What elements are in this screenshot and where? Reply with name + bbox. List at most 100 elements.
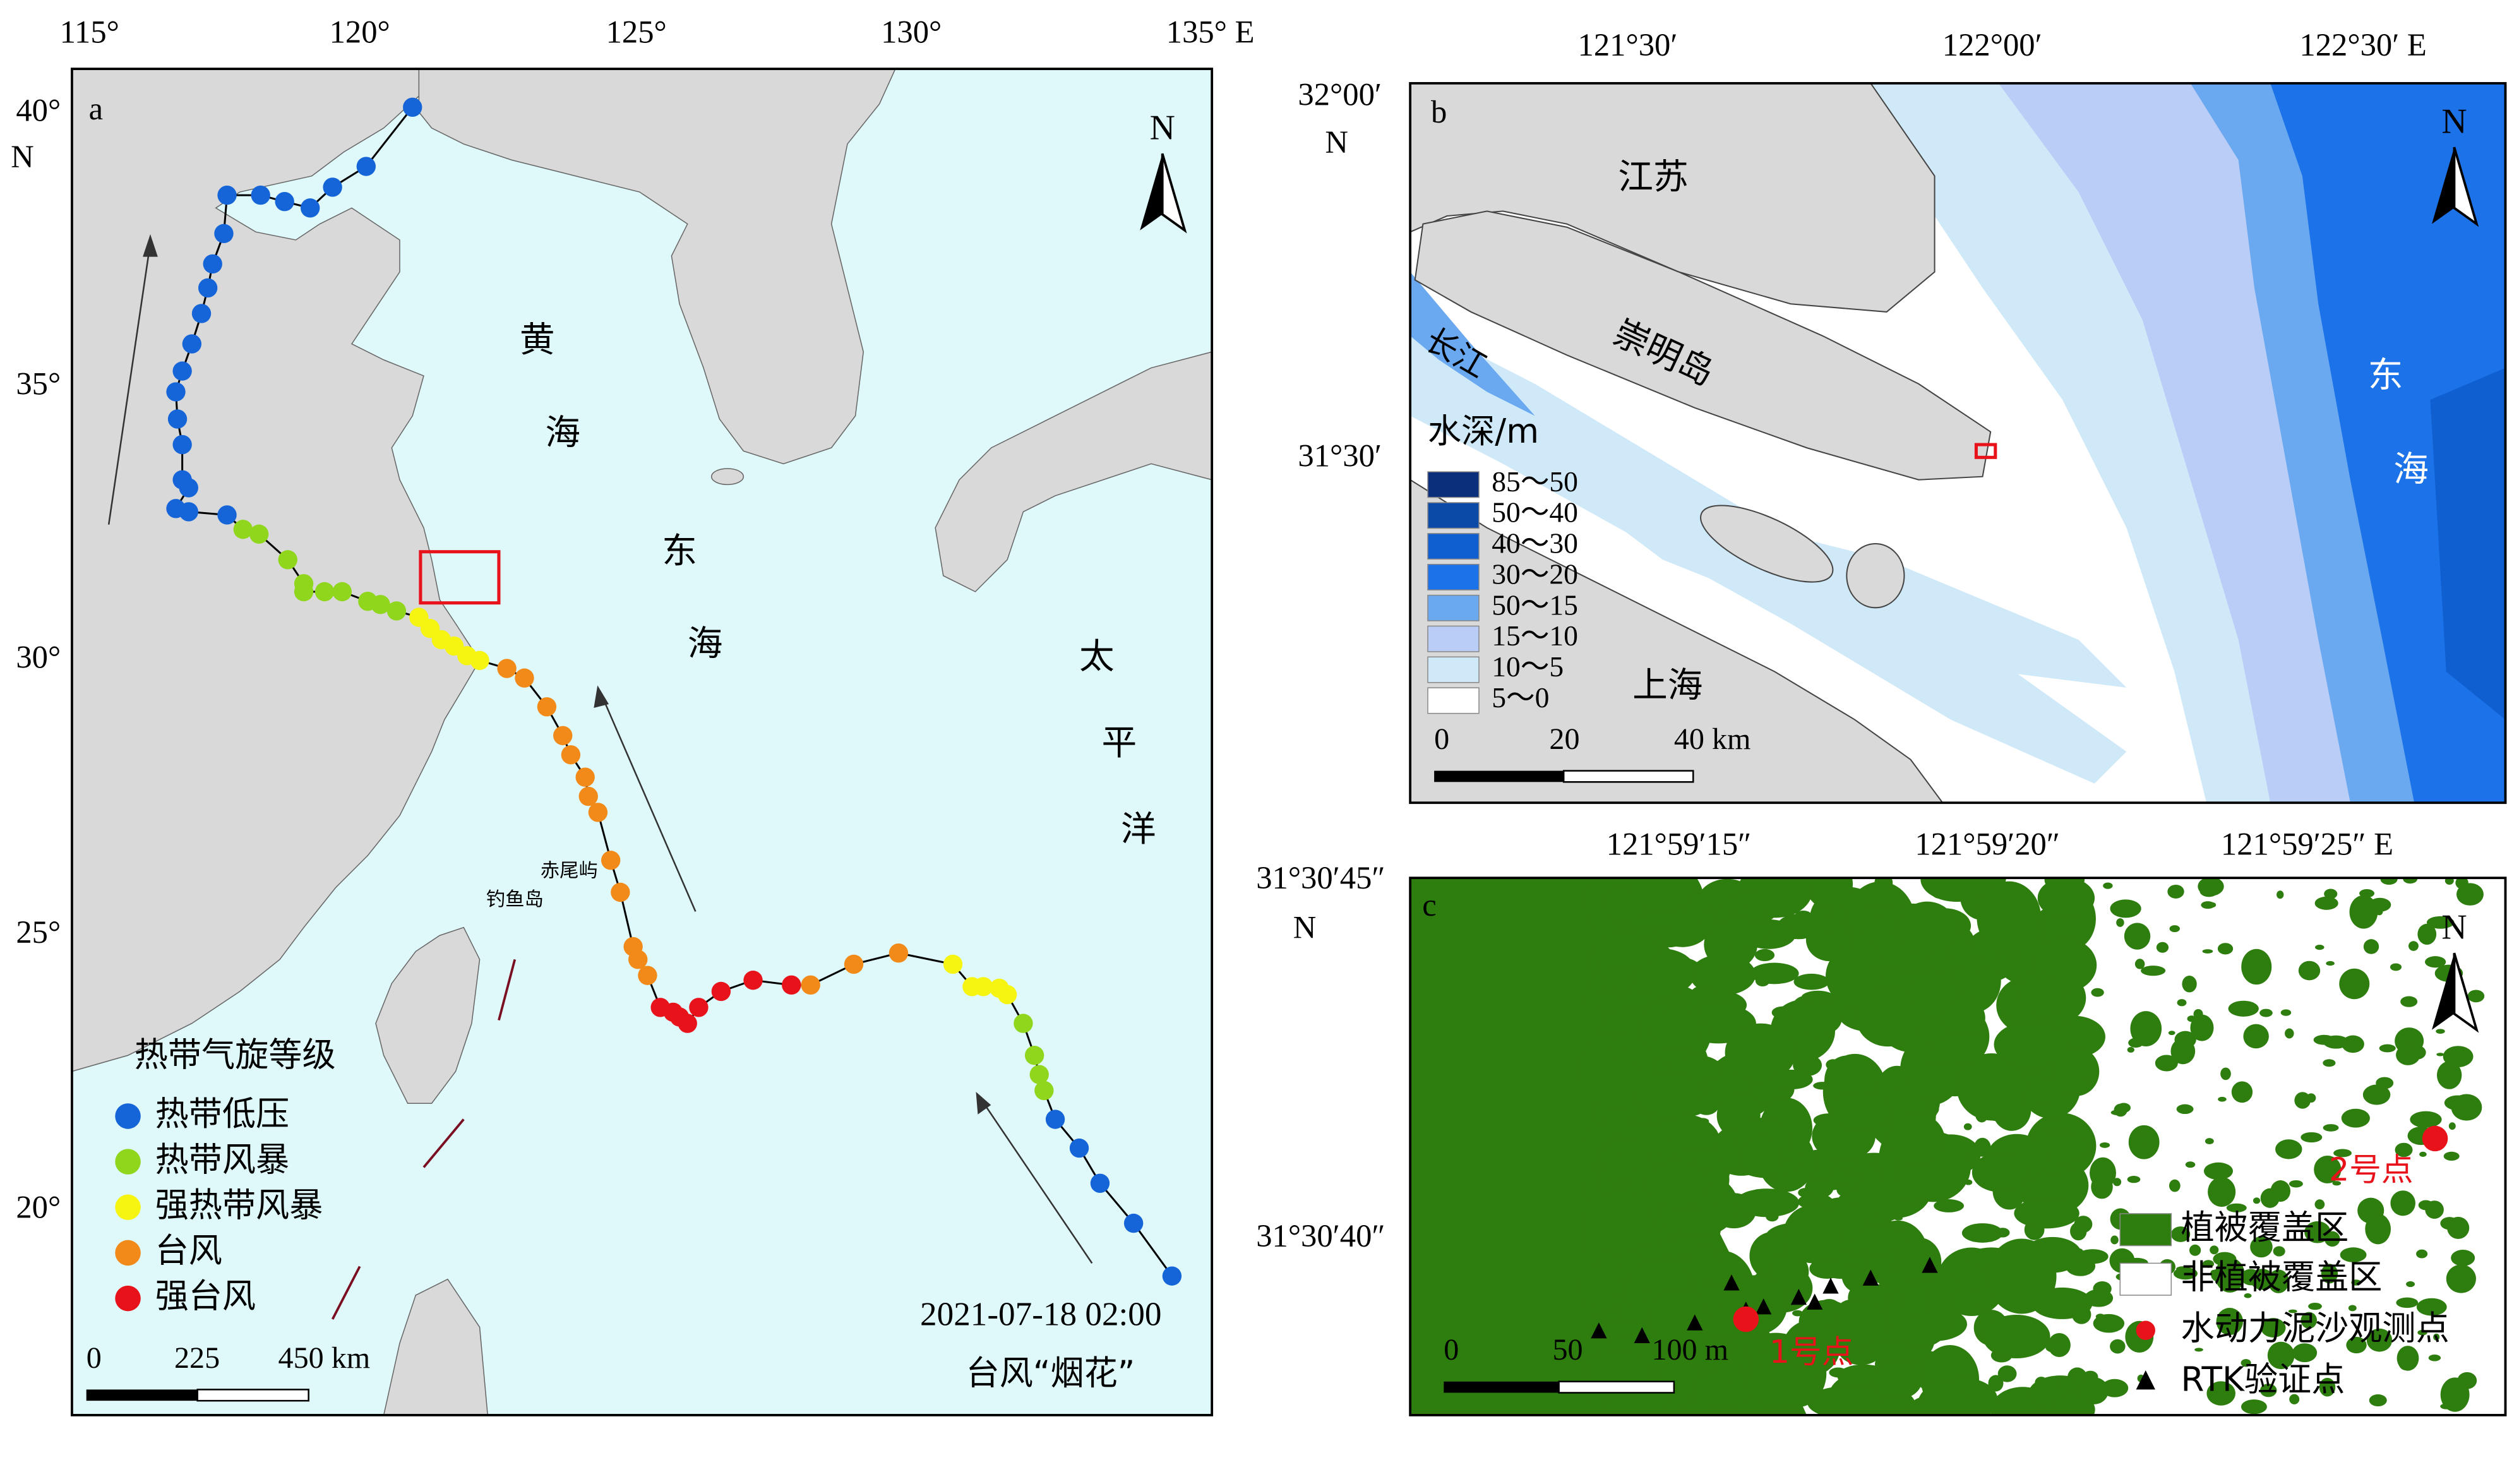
patch [2124,923,2151,950]
scale-label: 450 km [278,1341,371,1375]
patch [2079,1377,2109,1404]
track-point [943,954,963,974]
patch [1797,1194,1833,1210]
rtk-point [1790,1288,1807,1305]
track-point [217,505,237,525]
patch [1873,1361,1922,1399]
patch [1805,878,1853,909]
rtk-point [1687,1314,1703,1331]
track-point [497,659,517,678]
patch [2185,1161,2196,1168]
legend-label: 强台风 [155,1277,256,1316]
track-point [578,786,598,806]
legend-label: 热带风暴 [155,1140,290,1179]
patch [2363,939,2379,954]
patch [1792,1310,1803,1317]
scale-label: 20 [1549,722,1579,756]
patch [1922,1380,1966,1415]
place-name: 海 [2393,449,2429,490]
patch [2425,956,2446,968]
patch [1735,1188,1800,1218]
lon-tick-label: 121°59′15″ [1607,827,1752,862]
patch [2081,1077,2091,1084]
patch [2323,1124,2339,1132]
shanghai [1410,479,1944,803]
patch [2110,899,2141,918]
patch [2321,1264,2338,1284]
study-area-box [1974,443,1997,459]
patch [2210,1245,2219,1255]
point-label: 2号点 [2329,1151,2413,1188]
patch [2175,1266,2190,1272]
taiwan [375,926,481,1104]
patch [1814,1359,1831,1373]
track-point [1034,1080,1054,1101]
patch [2245,1403,2253,1411]
legend-swatch [2119,1262,2172,1296]
panel-a-map [71,69,1212,1415]
rtk-point [1862,1269,1879,1286]
patch [2280,1009,2292,1016]
patch [2443,1151,2460,1161]
patch [2116,918,2124,927]
patch [2366,1328,2393,1352]
patch [2416,1298,2447,1316]
patch [2289,1180,2303,1188]
legend-swatch [1427,502,1480,529]
track-point [962,977,982,996]
patch [2218,1096,2227,1102]
patch [1898,901,1956,955]
patch [1863,918,1892,945]
track-point [233,520,253,539]
frame-b [1409,81,2507,805]
point-label: 1号点 [1769,1333,1853,1370]
track-point [689,998,709,1017]
place-name: 江苏 [1618,157,1688,198]
patch [2168,1031,2175,1036]
track-point [650,998,670,1017]
patch [1593,933,1658,969]
patch [2241,1399,2267,1415]
track-point [217,185,237,205]
track-point [182,334,202,354]
patch [2250,1269,2275,1290]
lat-tick-label: 25° [16,914,61,950]
legend-marker [2136,1320,2155,1340]
lat-tick-label: 30° [16,639,61,674]
patch [2077,1249,2109,1264]
patch [2326,960,2335,966]
patch [2134,959,2145,969]
caption: 台风“烟花” [966,1353,1135,1392]
patch [2341,1108,2370,1128]
patch [1836,1183,1850,1197]
legend-label: 热带低压 [155,1094,290,1134]
scale-label: 40 km [1674,722,1751,756]
legend-marker [115,1285,141,1312]
patch [2275,1139,2302,1159]
lon-tick-label: 121°59′20″ [1915,827,2060,862]
patch [2198,878,2224,896]
patch [2273,1246,2285,1257]
lat-tick-label: 32°00′ [1298,76,1382,112]
legend-swatch [1427,471,1480,498]
labels: N N N 0 225 450 km 0 20 40 km 0 50 100 m a 115° 120° 12… [11,15,2479,1402]
patch [1971,1152,2028,1192]
patch [2351,1279,2362,1286]
patch [2304,1221,2331,1243]
north-label: N [2441,908,2467,947]
legend-swatch [1427,687,1480,714]
track-point [167,409,188,429]
patch [1745,1363,1821,1408]
patch [2259,1384,2277,1397]
lon-tick-label: 125° [606,15,667,50]
rtk-point [1723,1274,1740,1291]
patch [1853,1225,1905,1254]
jeju [710,468,745,486]
legend-swatch [1427,563,1480,590]
patch [1693,1147,1721,1169]
legend-title: 水深/m [1428,412,1539,451]
legend-marker [115,1103,141,1129]
patch [2261,1318,2286,1337]
place-name: 钓鱼岛 [486,889,544,911]
patch [2390,963,2402,971]
